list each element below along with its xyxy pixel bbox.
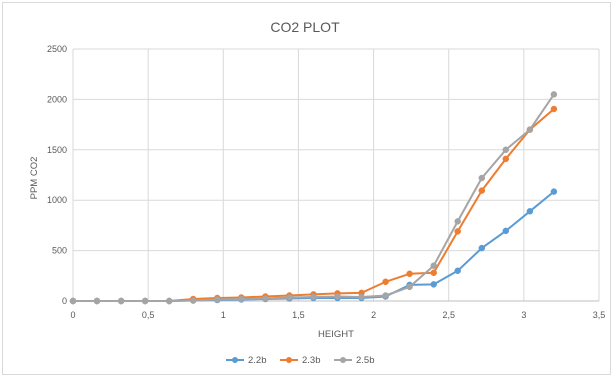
data-point bbox=[310, 293, 317, 301]
y-tick-label: 2500 bbox=[47, 44, 67, 54]
gridlines bbox=[72, 48, 600, 302]
data-point bbox=[406, 283, 413, 291]
y-tick-label: 1000 bbox=[47, 195, 67, 205]
data-point bbox=[262, 295, 269, 302]
data-point bbox=[502, 227, 510, 235]
legend-item-2-2b: 2.2b bbox=[226, 355, 267, 366]
legend-label: 2.3b bbox=[302, 355, 321, 366]
x-tick-label: 1,5 bbox=[292, 310, 305, 320]
x-tick-label: 0,5 bbox=[142, 310, 155, 320]
data-point bbox=[189, 297, 197, 304]
data-point bbox=[165, 297, 173, 305]
legend-label: 2.5b bbox=[356, 355, 375, 366]
data-point bbox=[550, 188, 558, 195]
data-point bbox=[526, 208, 534, 215]
y-tick-label: 1500 bbox=[47, 145, 67, 155]
data-point bbox=[550, 91, 558, 98]
x-tick-label: 3,5 bbox=[593, 310, 606, 320]
y-tick-label: 500 bbox=[52, 246, 67, 256]
data-point bbox=[382, 278, 389, 286]
y-tick-label: 0 bbox=[62, 296, 67, 306]
legend-label: 2.2b bbox=[248, 355, 267, 366]
legend-swatch-marker bbox=[286, 357, 292, 363]
data-point bbox=[382, 292, 389, 299]
y-axis-tick-labels: 0 500 1000 1500 2000 2500 bbox=[47, 44, 67, 306]
x-tick-label: 3 bbox=[521, 310, 526, 320]
data-point bbox=[454, 218, 461, 225]
y-tick-label: 2000 bbox=[47, 94, 67, 104]
x-axis-tick-labels: 0 0,5 1 1,5 2 2,5 3 3,5 bbox=[70, 310, 605, 320]
data-series bbox=[69, 91, 558, 305]
data-point bbox=[478, 174, 486, 182]
data-point bbox=[214, 296, 221, 303]
data-point bbox=[454, 267, 461, 275]
data-point bbox=[478, 244, 486, 252]
x-tick-label: 2 bbox=[371, 310, 376, 320]
data-point bbox=[286, 294, 293, 301]
legend-swatch-marker bbox=[340, 357, 346, 363]
x-tick-label: 1 bbox=[221, 310, 226, 320]
data-point bbox=[478, 187, 486, 194]
data-point bbox=[430, 281, 437, 288]
data-point bbox=[334, 293, 341, 300]
series-line bbox=[73, 108, 555, 302]
legend-swatch-marker bbox=[232, 357, 238, 363]
data-point bbox=[430, 262, 437, 269]
legend: 2.2b 2.3b 2.5b bbox=[226, 355, 375, 366]
x-axis-title: HEIGHT bbox=[318, 329, 354, 340]
co2-plot-chart: CO2 PLOT 0 500 1000 1500 2000 2500 0 0,5 1 1,5 2 2… bbox=[29, 19, 605, 366]
data-point bbox=[502, 146, 510, 154]
data-point bbox=[117, 297, 125, 305]
data-point bbox=[358, 293, 365, 301]
x-tick-label: 0 bbox=[70, 310, 75, 320]
series-2-2b bbox=[69, 188, 558, 305]
data-point bbox=[93, 297, 101, 305]
data-point bbox=[550, 105, 558, 113]
x-tick-label: 2,5 bbox=[442, 310, 455, 320]
data-point bbox=[69, 297, 77, 305]
chart-title: CO2 PLOT bbox=[270, 19, 340, 35]
data-point bbox=[406, 270, 413, 278]
y-axis-title: PPM CO2 bbox=[29, 157, 40, 200]
chart-frame: CO2 PLOT 0 500 1000 1500 2000 2500 0 0,5 1 1,5 2 2… bbox=[2, 2, 611, 375]
data-point bbox=[502, 155, 510, 163]
legend-item-2-3b: 2.3b bbox=[280, 355, 321, 366]
data-point bbox=[526, 126, 534, 133]
series-2-5b bbox=[69, 91, 558, 305]
data-point bbox=[430, 269, 437, 277]
series-2-3b bbox=[69, 105, 558, 305]
data-point bbox=[454, 228, 461, 235]
data-point bbox=[141, 297, 149, 305]
legend-item-2-5b: 2.5b bbox=[334, 355, 375, 366]
data-point bbox=[238, 295, 245, 303]
series-line bbox=[73, 93, 555, 302]
